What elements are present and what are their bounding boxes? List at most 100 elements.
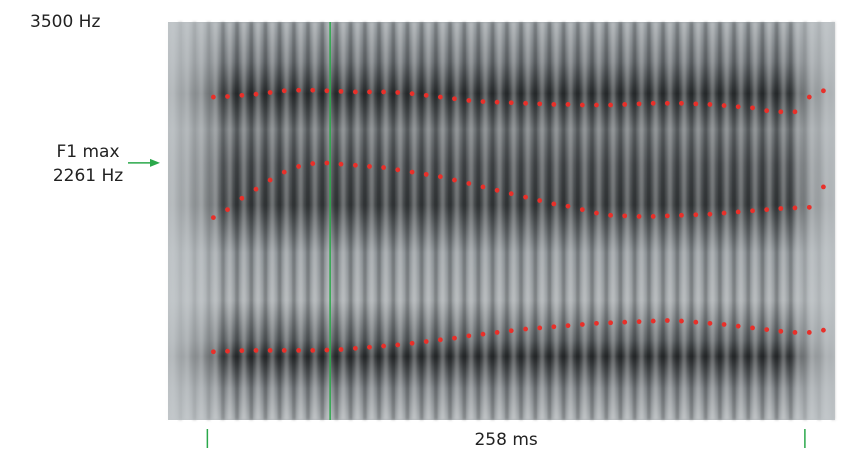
formant-point: [324, 160, 330, 166]
formant-point: [565, 323, 571, 329]
formant-point: [608, 102, 613, 108]
formant-point: [721, 210, 727, 216]
formant-point: [352, 89, 358, 95]
formant-point: [551, 201, 557, 207]
formant-point: [367, 89, 372, 95]
annotation-label: 2261 Hz: [53, 166, 123, 186]
formant-point: [395, 90, 401, 95]
formant-point: [367, 344, 372, 350]
formant-point: [707, 320, 713, 326]
formant-point: [650, 214, 656, 219]
formant-point: [664, 213, 670, 219]
formant-point: [821, 184, 826, 190]
formant-point: [296, 348, 302, 353]
formant-point: [267, 348, 273, 353]
formant-point: [693, 212, 699, 218]
formant-point: [466, 98, 472, 103]
formant-point: [281, 169, 287, 175]
formant-tracks: [210, 22, 826, 420]
formant-point: [778, 109, 784, 115]
formant-point: [579, 207, 585, 213]
formant-point: [537, 101, 543, 107]
formant-point: [537, 325, 543, 331]
formant-point: [679, 100, 684, 106]
formant-point: [296, 87, 302, 93]
formant-point: [239, 195, 245, 201]
formant-point: [565, 102, 571, 107]
annotation-label: F1 max: [56, 142, 119, 162]
formant-point: [508, 191, 514, 197]
formant-point: [608, 212, 613, 218]
formant-point: [409, 91, 415, 97]
formant-point: [381, 89, 387, 95]
formant-point: [367, 164, 372, 169]
formant-point: [253, 348, 259, 353]
formant-point: [806, 330, 812, 335]
formant-point: [679, 212, 684, 218]
formant-point: [608, 320, 613, 326]
formant-point: [267, 90, 273, 95]
formant-point: [239, 92, 245, 98]
formant-point: [452, 335, 457, 341]
formant-point: [423, 339, 429, 344]
formant-point: [707, 102, 713, 107]
formant-point: [636, 101, 642, 107]
formant-point: [466, 333, 472, 339]
spectrogram-edges: [168, 22, 835, 420]
annotation-arrowhead: [150, 158, 160, 167]
formant-point: [338, 161, 344, 167]
formant-point: [452, 96, 457, 102]
formant-point: [735, 104, 741, 110]
formant-point: [381, 343, 387, 349]
formant-point: [792, 330, 798, 335]
formant-point: [750, 325, 755, 331]
formant-point: [480, 99, 486, 104]
formant-point: [437, 337, 443, 343]
formant-point: [437, 174, 443, 180]
formant-point: [594, 210, 599, 216]
formant-point: [721, 322, 727, 327]
formant-point: [480, 331, 486, 337]
formant-point: [664, 318, 670, 323]
formant-point: [409, 340, 415, 346]
formant-point: [225, 94, 230, 99]
formant-point: [693, 319, 699, 325]
formant-point: [395, 342, 401, 348]
formant-point: [494, 330, 500, 335]
formant-point: [523, 326, 528, 332]
formant-point: [267, 177, 273, 183]
formant-point: [750, 105, 755, 111]
formant-point: [594, 320, 599, 326]
formant-point: [494, 99, 500, 105]
formant-point: [395, 167, 401, 173]
formant-point: [324, 347, 330, 353]
annotation: 3500 Hz F1 max 2261 Hz 258 ms: [30, 12, 806, 450]
formant-point: [281, 88, 287, 94]
formant-point: [310, 348, 316, 353]
formant-point: [579, 102, 585, 108]
formant-point: [466, 181, 472, 186]
formant-point: [324, 88, 330, 94]
formant-point: [253, 91, 259, 97]
formant-point: [225, 207, 230, 213]
formant-point: [707, 211, 713, 217]
formant-point: [423, 171, 429, 177]
formant-point: [650, 100, 656, 106]
formant-point: [806, 204, 812, 210]
formant-point: [551, 102, 557, 107]
formant-point: [565, 203, 571, 209]
formant-point: [281, 348, 287, 353]
formant-point: [778, 206, 784, 211]
formant-point: [821, 327, 826, 333]
formant-point: [352, 162, 358, 168]
formant-point: [537, 198, 543, 203]
formant-point: [452, 177, 457, 183]
formant-point: [750, 208, 755, 214]
formant-point: [508, 328, 514, 334]
formant-point: [310, 161, 316, 166]
formant-point: [338, 347, 344, 352]
formant-point: [622, 213, 628, 219]
formant-point: [792, 205, 798, 211]
